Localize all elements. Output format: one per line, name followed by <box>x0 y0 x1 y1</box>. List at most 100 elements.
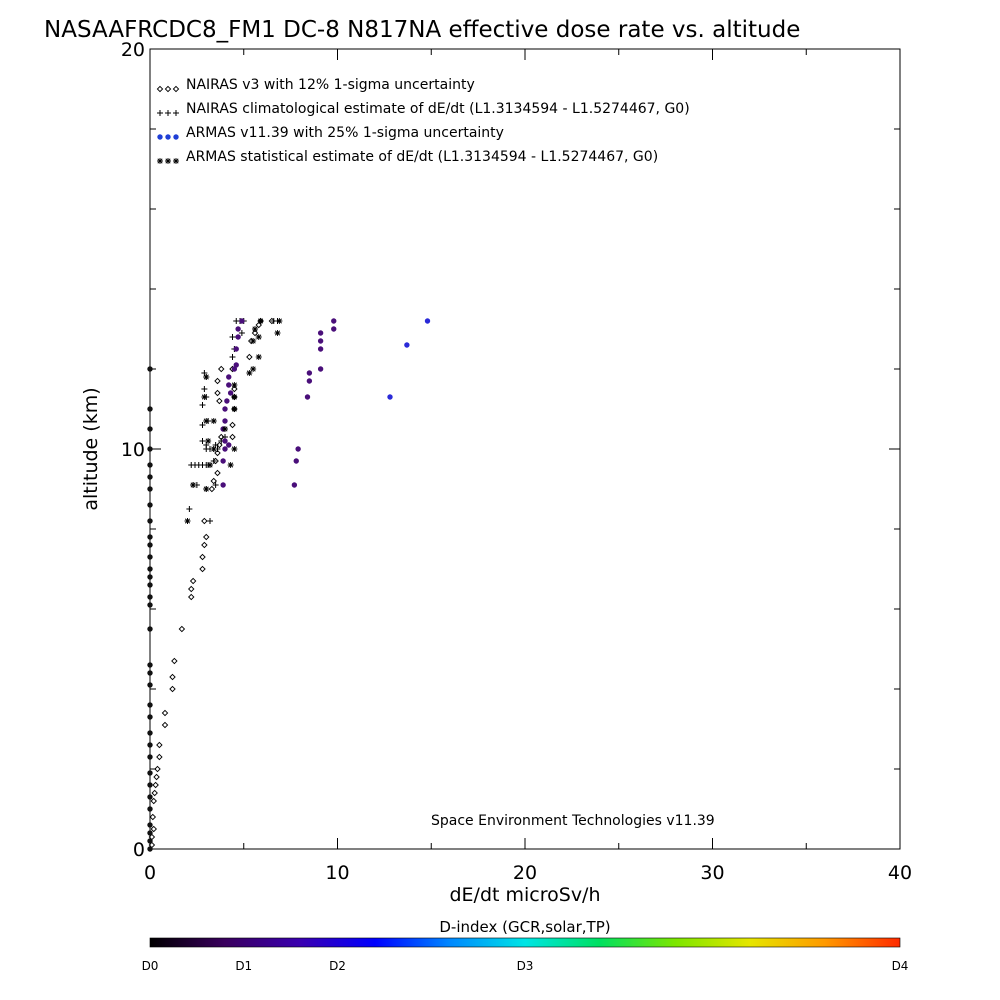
data-point <box>404 342 410 348</box>
series-3 <box>184 318 283 524</box>
data-point <box>207 462 213 468</box>
data-point <box>208 485 216 493</box>
data-point <box>203 418 210 424</box>
colorbar-labels: D0 D1 D2 D3 D4 <box>142 959 909 973</box>
data-point <box>147 682 153 688</box>
data-point <box>147 782 153 788</box>
data-point <box>147 554 153 560</box>
data-point <box>147 742 153 748</box>
data-point <box>222 418 228 424</box>
data-point <box>222 406 228 412</box>
data-point <box>227 390 234 396</box>
data-point <box>147 462 153 468</box>
data-point <box>231 406 238 412</box>
x-tick-label: 0 <box>144 862 156 884</box>
data-point <box>235 326 241 332</box>
data-point <box>224 398 230 404</box>
data-point <box>214 469 221 477</box>
data-point <box>304 394 311 400</box>
x-tick-label: 30 <box>700 862 724 884</box>
data-point <box>151 789 158 797</box>
data-point <box>156 753 163 761</box>
data-point <box>220 482 226 488</box>
legend: NAIRAS v3 with 12% 1-sigma uncertainty NA… <box>156 77 690 165</box>
legend-marker <box>165 110 171 116</box>
data-point <box>306 378 313 384</box>
data-point <box>147 446 153 452</box>
y-tick-label: 0 <box>133 839 145 861</box>
data-point <box>147 670 153 676</box>
data-point <box>291 482 298 488</box>
data-point <box>222 438 228 444</box>
colorbar-label: D2 <box>329 959 346 973</box>
data-point <box>152 781 159 789</box>
legend-marker <box>156 85 164 93</box>
data-point <box>150 797 157 805</box>
data-point <box>153 773 160 781</box>
data-point <box>199 553 206 561</box>
data-point <box>147 582 153 588</box>
data-point <box>147 426 153 432</box>
data-point <box>238 330 245 336</box>
data-point <box>205 438 212 444</box>
data-point <box>214 389 221 397</box>
legend-item: ARMAS v11.39 with 25% 1-sigma uncertaint… <box>157 125 504 141</box>
data-point <box>149 813 157 821</box>
data-point <box>210 458 217 464</box>
data-point <box>169 673 176 681</box>
data-point <box>161 709 169 717</box>
data-point <box>424 318 431 324</box>
data-point <box>147 534 153 540</box>
data-point <box>150 825 157 833</box>
data-point <box>199 402 206 408</box>
data-point <box>147 474 153 480</box>
data-point <box>222 446 228 452</box>
colorbar <box>149 937 901 948</box>
series-2 <box>147 318 431 852</box>
x-tick-label: 10 <box>325 862 349 884</box>
data-point <box>161 721 169 729</box>
colorbar-label: D4 <box>892 959 909 973</box>
data-point <box>227 462 234 468</box>
legend-label: NAIRAS climatological estimate of dE/dt … <box>186 101 690 117</box>
data-point <box>203 374 210 380</box>
data-point <box>229 421 236 429</box>
data-point <box>147 770 153 776</box>
data-point <box>156 741 163 749</box>
data-point <box>147 730 153 736</box>
y-tick-label: 10 <box>121 439 145 461</box>
legend-item: NAIRAS climatological estimate of dE/dt … <box>157 101 690 117</box>
data-point <box>214 449 221 457</box>
legend-marker <box>173 158 179 164</box>
data-point <box>233 362 239 368</box>
data-point <box>147 574 153 580</box>
data-point <box>169 685 176 693</box>
colorbar-label: D0 <box>142 959 159 973</box>
data-point <box>255 334 262 340</box>
legend-marker <box>157 134 163 140</box>
data-point <box>147 838 153 844</box>
legend-marker <box>165 134 171 140</box>
data-point <box>250 366 257 372</box>
legend-item: ARMAS statistical estimate of dE/dt (L1.… <box>157 149 658 165</box>
data-point <box>184 518 191 524</box>
data-point <box>203 533 210 541</box>
legend-marker <box>165 158 171 164</box>
data-point <box>246 353 253 361</box>
data-point <box>293 458 299 464</box>
series-0 <box>148 317 276 849</box>
data-point <box>147 754 153 760</box>
data-point <box>199 565 206 573</box>
legend-marker <box>173 110 179 116</box>
data-point <box>246 370 253 376</box>
data-point <box>147 830 153 836</box>
data-point <box>210 477 217 485</box>
data-point <box>147 846 153 852</box>
data-point <box>255 321 262 329</box>
data-point <box>186 506 193 512</box>
data-point <box>231 385 238 393</box>
data-point <box>147 594 153 600</box>
x-axis-label: dE/dt microSv/h <box>449 884 600 906</box>
data-point <box>255 354 262 360</box>
data-point <box>231 394 238 400</box>
